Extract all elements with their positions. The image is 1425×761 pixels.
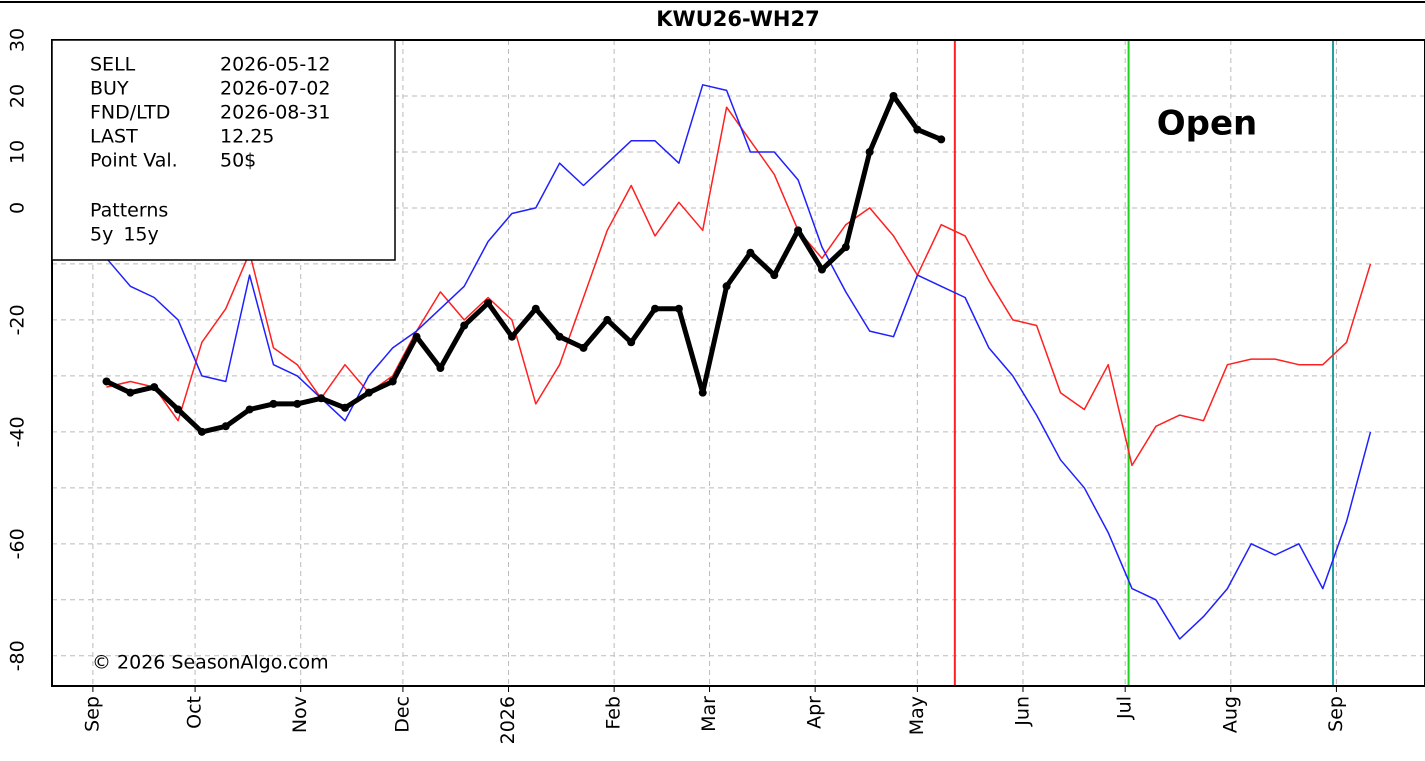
patterns-title: Patterns (90, 200, 168, 222)
data-point (555, 332, 564, 341)
data-point (603, 315, 612, 324)
x-tick-label: Dec (391, 696, 413, 733)
x-tick-label: Sep (81, 696, 103, 732)
data-point (579, 343, 588, 352)
data-point (913, 125, 922, 134)
data-point (865, 147, 874, 156)
data-point (841, 243, 850, 252)
x-tick-label: Mar (698, 696, 720, 732)
legend-entry: 5y (90, 224, 113, 246)
data-point (460, 321, 469, 330)
data-point (507, 332, 516, 341)
data-point (484, 299, 493, 308)
data-point (174, 405, 183, 414)
legend-value: 50$ (220, 150, 256, 172)
data-point (817, 265, 826, 274)
series-line (106, 106, 1372, 467)
legend-label: LAST (90, 126, 138, 148)
data-point (698, 388, 707, 397)
x-tick-label: Jun (1011, 696, 1033, 727)
y-tick-label: 10 (7, 140, 29, 164)
x-tick-label: Sep (1325, 696, 1347, 732)
legend-value: 12.25 (220, 126, 274, 148)
data-point (722, 282, 731, 291)
data-point (197, 427, 206, 436)
plot-frame (51, 39, 1425, 687)
legend-label: Point Val. (90, 150, 178, 172)
data-point (770, 271, 779, 280)
data-point (794, 226, 803, 235)
data-point (150, 383, 159, 392)
copyright: © 2026 SeasonAlgo.com (92, 652, 329, 674)
data-point (364, 388, 373, 397)
x-tick-label: Aug (1219, 696, 1241, 733)
x-tick-label: Jul (1114, 696, 1136, 720)
y-tick-label: 0 (7, 202, 29, 214)
data-point (221, 422, 230, 431)
legend-box (51, 39, 396, 261)
data-point (412, 332, 421, 341)
status-label: Open (1157, 104, 1258, 144)
data-point (269, 399, 278, 408)
legend-value: 2026-07-02 (220, 78, 330, 100)
y-tick-label: 30 (7, 28, 29, 52)
legend-entry: 15y (123, 224, 158, 246)
data-point (937, 135, 946, 144)
x-tick-label: Feb (603, 696, 625, 730)
data-point (317, 394, 326, 403)
x-tick-label: 2026 (497, 696, 519, 744)
data-point (889, 91, 898, 100)
data-point (746, 248, 755, 257)
x-tick-label: May (906, 696, 928, 735)
legend-value: 2026-08-31 (220, 102, 330, 124)
x-tick-label: Apr (804, 696, 826, 729)
series-line (105, 84, 1372, 640)
y-tick-label: -80 (7, 640, 29, 671)
data-point (651, 304, 660, 313)
data-point (627, 338, 636, 347)
data-point (674, 304, 683, 313)
x-tick-label: Nov (289, 696, 311, 733)
y-tick-label: -20 (7, 304, 29, 335)
data-point (126, 388, 135, 397)
data-point (340, 403, 349, 412)
series-line (105, 93, 943, 435)
legend-label: BUY (90, 78, 129, 100)
data-point (293, 399, 302, 408)
x-tick-label: Oct (184, 696, 206, 729)
data-point (531, 304, 540, 313)
legend-label: SELL (90, 54, 136, 76)
chart-title: KWU26-WH27 (656, 7, 819, 31)
data-point (102, 377, 111, 386)
data-point (388, 377, 397, 386)
data-point (436, 364, 445, 373)
data-point (245, 405, 254, 414)
y-tick-label: 20 (7, 84, 29, 108)
y-tick-label: -60 (7, 528, 29, 559)
legend-value: 2026-05-12 (220, 54, 330, 76)
legend-label: FND/LTD (90, 102, 170, 124)
y-tick-label: -40 (7, 416, 29, 447)
